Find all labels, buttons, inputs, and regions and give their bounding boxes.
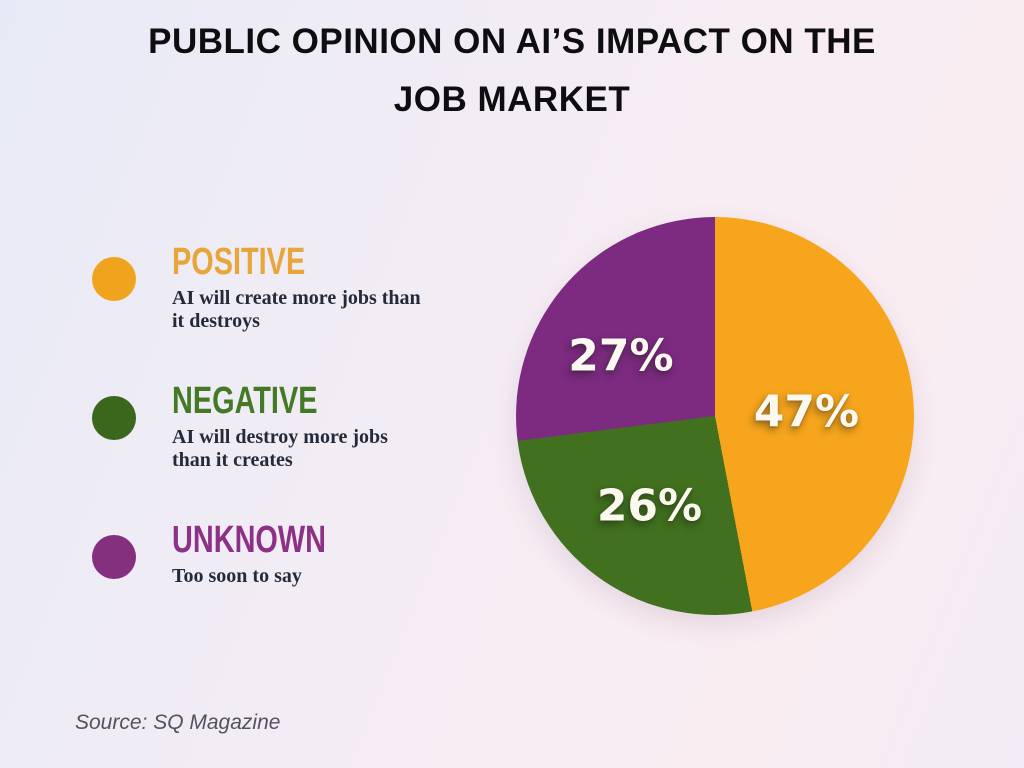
- negative-swatch-icon: [92, 396, 136, 440]
- unknown-swatch-icon: [92, 535, 136, 579]
- legend-label-positive: POSITIVE: [172, 241, 306, 283]
- legend-description-unknown: Too soon to say: [172, 565, 302, 587]
- legend-description-negative: AI will destroy more jobs than it create…: [172, 426, 388, 471]
- legend-item-negative: NEGATIVE AI will destroy more jobs than …: [92, 379, 462, 472]
- source-credit: Source: SQ Magazine: [75, 711, 281, 734]
- legend-description-positive: AI will create more jobs than it destroy…: [172, 287, 421, 332]
- pie-label-positive: 47%: [753, 386, 860, 438]
- legend-label-negative: NEGATIVE: [172, 380, 318, 422]
- legend: POSITIVE AI will create more jobs than i…: [92, 240, 462, 634]
- legend-text-unknown: UNKNOWN Too soon to say: [172, 518, 375, 588]
- page-title-line-2: JOB MARKET: [393, 80, 631, 119]
- positive-swatch-icon: [92, 257, 136, 301]
- pie-label-negative: 26%: [596, 480, 703, 532]
- page-title-line-1: PUBLIC OPINION ON AI’S IMPACT ON THE: [148, 22, 876, 61]
- legend-item-unknown: UNKNOWN Too soon to say: [92, 518, 462, 588]
- legend-text-positive: POSITIVE AI will create more jobs than i…: [172, 240, 421, 333]
- legend-label-unknown: UNKNOWN: [172, 519, 327, 561]
- legend-item-positive: POSITIVE AI will create more jobs than i…: [92, 240, 462, 333]
- legend-text-negative: NEGATIVE AI will destroy more jobs than …: [172, 379, 388, 472]
- page-title: PUBLIC OPINION ON AI’S IMPACT ON THE JOB…: [0, 13, 1024, 129]
- pie-label-unknown: 27%: [568, 330, 674, 382]
- pie-chart: 47% 26% 27%: [516, 217, 914, 615]
